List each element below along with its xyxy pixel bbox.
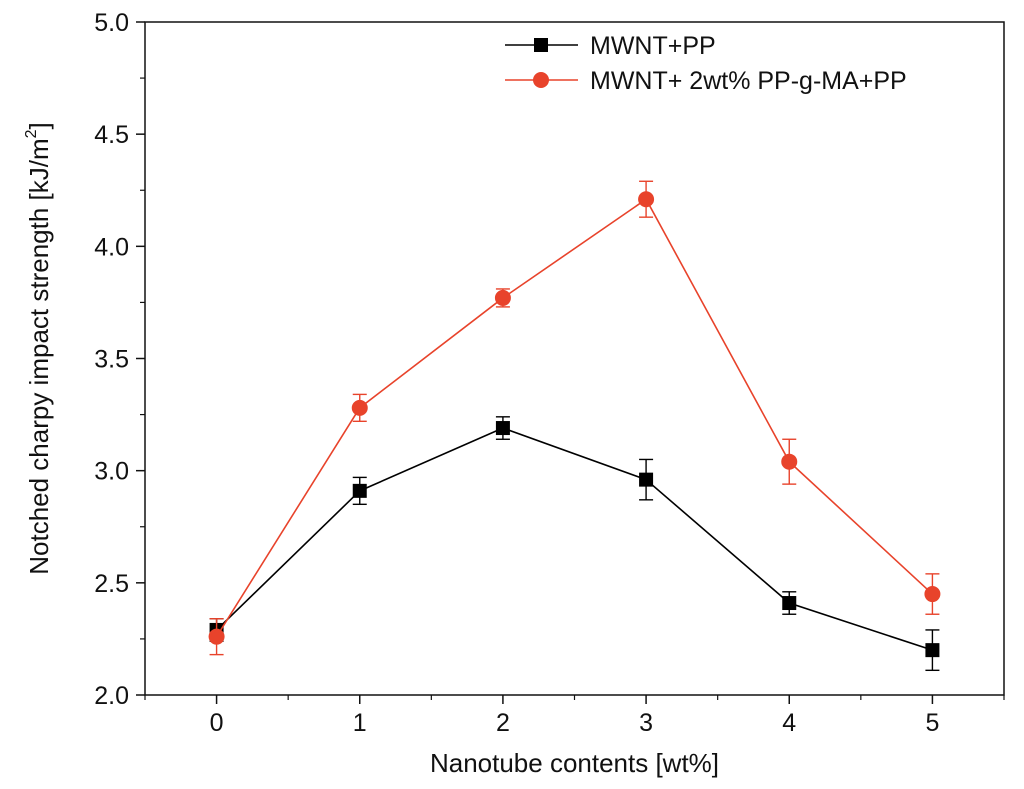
x-tick-label: 0 <box>210 709 224 737</box>
y-axis-title-main: Notched charpy impact strength [kJ/m <box>24 138 54 574</box>
data-point <box>639 472 654 487</box>
plot-frame <box>144 21 1005 696</box>
x-tick-label: 3 <box>639 709 653 737</box>
y-tick-label: 4.0 <box>94 233 129 261</box>
data-point <box>925 643 940 658</box>
series-layer <box>208 180 941 672</box>
y-tick-label: 2.0 <box>94 682 129 710</box>
y-tick-label: 4.5 <box>94 121 129 149</box>
legend-label: MWNT+PP <box>590 32 716 60</box>
y-axis-title: Notched charpy impact strength [kJ/m2] <box>23 122 54 575</box>
data-point <box>495 421 510 436</box>
x-tick-label: 5 <box>925 709 939 737</box>
data-point <box>208 628 225 645</box>
x-tick-label: 4 <box>782 709 796 737</box>
y-axis-title-close: ] <box>24 122 54 129</box>
legend: MWNT+PP MWNT+ 2wt% PP-g-MA+PP <box>505 32 907 95</box>
y-tick-label: 2.5 <box>94 570 129 598</box>
y-tick-label: 3.5 <box>94 346 129 374</box>
series-1 <box>209 416 940 672</box>
data-point <box>782 596 797 611</box>
legend-marker <box>533 72 549 88</box>
legend-marker <box>534 38 548 52</box>
x-axis-title: Nanotube contents [wt%] <box>430 748 719 778</box>
legend-item: MWNT+ 2wt% PP-g-MA+PP <box>505 67 907 95</box>
data-point <box>351 399 368 416</box>
x-tick-label: 1 <box>353 709 367 737</box>
data-point <box>924 586 941 603</box>
y-tick-label: 3.0 <box>94 458 129 486</box>
y-tick-label: 5.0 <box>94 9 129 37</box>
series-2 <box>208 180 941 656</box>
data-point <box>494 289 511 306</box>
axes: 0 1 2 3 4 5 2.0 2.5 3.0 3.5 4.0 4.5 5.0 <box>94 9 1005 737</box>
series-line <box>215 198 933 638</box>
data-point <box>352 483 367 498</box>
x-tick-label: 2 <box>496 709 510 737</box>
y-axis-title-sup: 2 <box>23 129 40 138</box>
legend-item: MWNT+PP <box>505 32 716 60</box>
legend-label: MWNT+ 2wt% PP-g-MA+PP <box>590 67 907 95</box>
data-point <box>638 191 655 208</box>
data-point <box>781 453 798 470</box>
series-line <box>216 427 933 651</box>
